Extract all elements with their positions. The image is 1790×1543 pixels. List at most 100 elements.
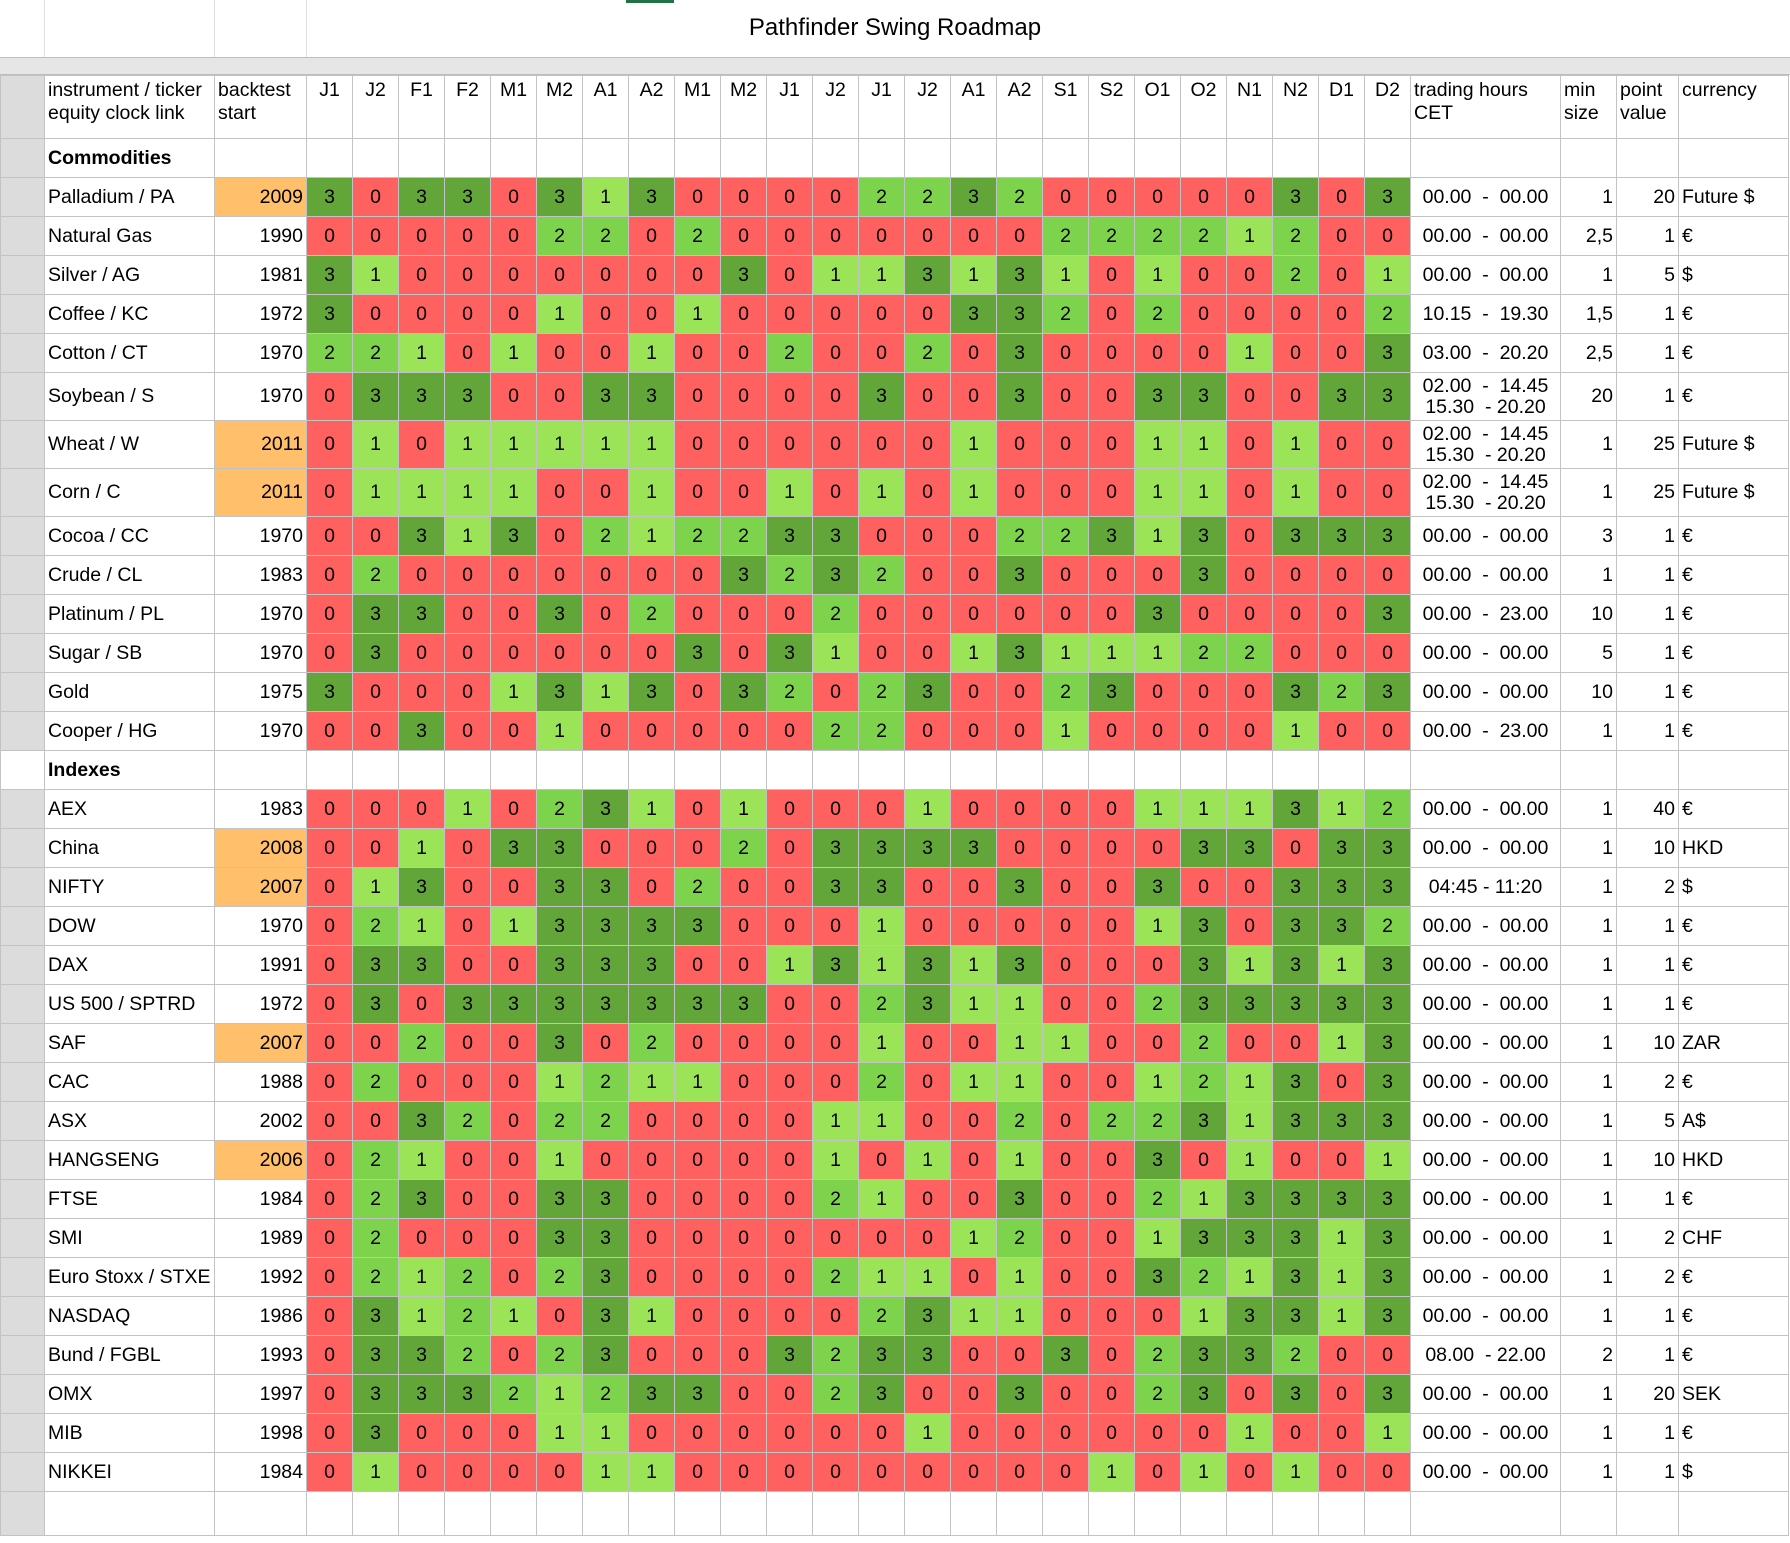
score-cell[interactable]: 0: [720, 1257, 767, 1297]
score-cell[interactable]: 0: [812, 420, 859, 469]
row-header[interactable]: [0, 594, 45, 634]
score-cell[interactable]: 1: [398, 333, 445, 373]
score-cell[interactable]: 3: [996, 1179, 1043, 1219]
score-cell[interactable]: 3: [628, 1374, 675, 1414]
score-cell[interactable]: 0: [1318, 420, 1365, 469]
score-cell[interactable]: 0: [1272, 1413, 1319, 1453]
score-cell[interactable]: 1: [490, 672, 537, 712]
score-cell[interactable]: 0: [628, 633, 675, 673]
score-cell[interactable]: 2: [1180, 633, 1227, 673]
score-cell[interactable]: 0: [720, 1413, 767, 1453]
row-header[interactable]: [0, 1491, 45, 1536]
score-cell[interactable]: 1: [582, 420, 629, 469]
score-cell[interactable]: 3: [858, 372, 905, 421]
score-cell[interactable]: 3: [1134, 1257, 1181, 1297]
score-cell[interactable]: 0: [674, 420, 721, 469]
score-cell[interactable]: 3: [674, 906, 721, 946]
min-size-cell[interactable]: 1: [1560, 984, 1617, 1024]
trading-hours-cell[interactable]: 00.00 - 23.00: [1410, 711, 1561, 751]
score-cell[interactable]: 0: [1042, 372, 1089, 421]
row-header[interactable]: [0, 1452, 45, 1492]
score-cell[interactable]: 1: [1318, 1257, 1365, 1297]
score-cell[interactable]: 2: [352, 555, 399, 595]
score-cell[interactable]: 1: [536, 294, 583, 334]
score-cell[interactable]: 0: [950, 1257, 997, 1297]
score-cell[interactable]: 0: [720, 372, 767, 421]
score-cell[interactable]: 3: [1272, 867, 1319, 907]
score-cell[interactable]: 0: [904, 216, 951, 256]
score-cell[interactable]: 0: [536, 633, 583, 673]
score-cell[interactable]: 2: [582, 216, 629, 256]
score-cell[interactable]: 0: [1042, 945, 1089, 985]
score-cell[interactable]: 3: [306, 672, 353, 712]
score-cell[interactable]: 0: [950, 1179, 997, 1219]
currency-cell[interactable]: €: [1678, 672, 1789, 712]
trading-hours-cell[interactable]: 00.00 - 00.00: [1410, 1452, 1561, 1492]
score-cell[interactable]: 1: [1318, 789, 1365, 829]
score-cell[interactable]: 0: [1088, 468, 1135, 517]
min-size-cell[interactable]: 1: [1560, 711, 1617, 751]
score-cell[interactable]: 0: [674, 1101, 721, 1141]
instrument-cell[interactable]: Palladium / PA: [44, 177, 215, 217]
score-cell[interactable]: 0: [996, 594, 1043, 634]
currency-cell[interactable]: $: [1678, 867, 1789, 907]
score-cell[interactable]: 0: [444, 594, 491, 634]
score-cell[interactable]: 3: [1364, 1062, 1411, 1102]
score-cell[interactable]: 0: [398, 1062, 445, 1102]
backtest-start-cell[interactable]: 1970: [214, 711, 307, 751]
score-cell[interactable]: 0: [674, 789, 721, 829]
score-cell[interactable]: 2: [996, 1101, 1043, 1141]
score-cell[interactable]: 3: [1364, 945, 1411, 985]
min-size-cell[interactable]: 1: [1560, 1374, 1617, 1414]
score-cell[interactable]: 0: [536, 1296, 583, 1336]
score-cell[interactable]: 0: [1088, 945, 1135, 985]
currency-cell[interactable]: ZAR: [1678, 1023, 1789, 1063]
row-header[interactable]: [0, 1335, 45, 1375]
score-cell[interactable]: 2: [766, 555, 813, 595]
min-size-cell[interactable]: 1: [1560, 789, 1617, 829]
score-cell[interactable]: 0: [812, 1413, 859, 1453]
score-cell[interactable]: 0: [1180, 333, 1227, 373]
score-cell[interactable]: 2: [1134, 1101, 1181, 1141]
score-cell[interactable]: 0: [674, 711, 721, 751]
instrument-cell[interactable]: Cocoa / CC: [44, 516, 215, 556]
score-cell[interactable]: 3: [1318, 516, 1365, 556]
score-cell[interactable]: 0: [398, 255, 445, 295]
instrument-cell[interactable]: Platinum / PL: [44, 594, 215, 634]
score-cell[interactable]: 3: [1180, 1218, 1227, 1258]
backtest-start-cell[interactable]: 2006: [214, 1140, 307, 1180]
score-cell[interactable]: 0: [1042, 420, 1089, 469]
score-cell[interactable]: 0: [720, 906, 767, 946]
backtest-start-cell[interactable]: 1992: [214, 1257, 307, 1297]
score-cell[interactable]: 0: [812, 906, 859, 946]
score-cell[interactable]: 3: [858, 1335, 905, 1375]
score-cell[interactable]: 0: [1042, 1452, 1089, 1492]
instrument-cell[interactable]: HANGSENG: [44, 1140, 215, 1180]
score-cell[interactable]: 0: [1272, 594, 1319, 634]
score-cell[interactable]: 3: [1364, 594, 1411, 634]
row-header[interactable]: [0, 1257, 45, 1297]
score-cell[interactable]: 2: [444, 1257, 491, 1297]
score-cell[interactable]: 3: [1180, 984, 1227, 1024]
score-cell[interactable]: 2: [1226, 633, 1273, 673]
score-cell[interactable]: 0: [766, 294, 813, 334]
score-cell[interactable]: 0: [306, 372, 353, 421]
score-cell[interactable]: 3: [996, 294, 1043, 334]
score-cell[interactable]: 1: [1226, 789, 1273, 829]
score-cell[interactable]: 0: [904, 1101, 951, 1141]
score-cell[interactable]: 0: [1088, 1218, 1135, 1258]
score-cell[interactable]: 0: [1226, 294, 1273, 334]
score-cell[interactable]: 1: [950, 255, 997, 295]
score-cell[interactable]: 0: [996, 711, 1043, 751]
score-cell[interactable]: 2: [1180, 216, 1227, 256]
score-cell[interactable]: 1: [1134, 468, 1181, 517]
score-cell[interactable]: 0: [398, 1218, 445, 1258]
score-cell[interactable]: 3: [1088, 672, 1135, 712]
score-cell[interactable]: 0: [1042, 789, 1089, 829]
score-cell[interactable]: 0: [720, 867, 767, 907]
currency-cell[interactable]: €: [1678, 1257, 1789, 1297]
score-cell[interactable]: 0: [904, 1179, 951, 1219]
score-cell[interactable]: 1: [1180, 1296, 1227, 1336]
score-cell[interactable]: 3: [536, 1218, 583, 1258]
score-cell[interactable]: 2: [720, 516, 767, 556]
